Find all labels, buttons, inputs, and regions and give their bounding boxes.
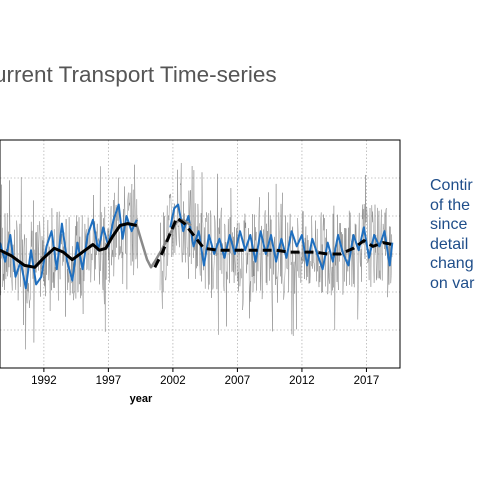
side-text-line: chang (430, 255, 474, 272)
smoothed-series-line (0, 222, 138, 269)
x-ticks: 1992 1997 2002 2007 2012 2017 (31, 368, 379, 387)
side-text-line: of the (430, 196, 471, 214)
raw-series-line (159, 162, 393, 336)
chart-grid (0, 140, 400, 368)
monthly-series-line (0, 203, 138, 290)
series-lines (0, 203, 394, 290)
side-text-line: detail (430, 235, 469, 253)
side-text-line: on var (430, 274, 475, 292)
side-text-line: Contir (430, 177, 473, 194)
side-text-line: since (430, 216, 468, 233)
x-tick-label: 1992 (31, 375, 57, 387)
x-axis-label: year (130, 393, 153, 405)
x-tick-label: 2017 (354, 375, 380, 387)
plot-frame (0, 139, 401, 369)
smoothed-series-line-dashed (153, 216, 393, 268)
x-tick-label: 1997 (96, 375, 122, 387)
side-text: Contir of the since detail chang on var (430, 176, 480, 293)
monthly-series-line (169, 203, 394, 271)
x-tick-label: 2012 (289, 375, 315, 387)
x-tick-label: 2007 (225, 375, 251, 387)
slide-title: urrent Transport Time-series (0, 62, 277, 87)
x-tick-label: 2002 (160, 375, 186, 387)
